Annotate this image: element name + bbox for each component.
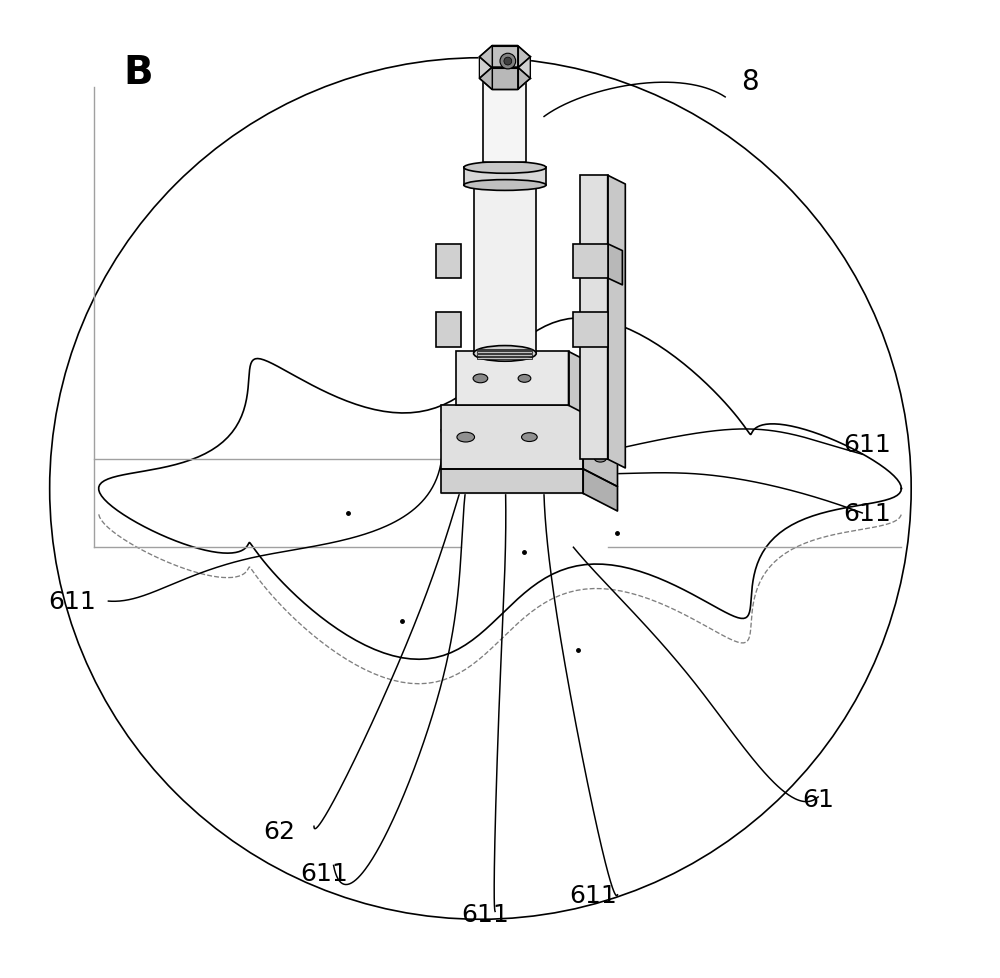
Circle shape — [500, 54, 516, 69]
Ellipse shape — [474, 346, 536, 362]
Text: 61: 61 — [802, 787, 834, 811]
Bar — [477, 352, 532, 354]
Text: 611: 611 — [461, 903, 509, 926]
Text: 8: 8 — [741, 68, 758, 96]
Bar — [436, 244, 461, 279]
Bar — [477, 358, 532, 360]
Polygon shape — [518, 47, 530, 79]
Ellipse shape — [594, 456, 606, 463]
Bar — [573, 244, 608, 279]
Polygon shape — [479, 58, 492, 90]
Bar — [580, 176, 608, 460]
Circle shape — [504, 58, 512, 66]
Ellipse shape — [457, 433, 475, 442]
Polygon shape — [608, 244, 622, 286]
Text: 611: 611 — [300, 862, 348, 885]
Ellipse shape — [518, 376, 531, 383]
Bar — [483, 68, 526, 163]
Text: 611: 611 — [569, 883, 617, 907]
Polygon shape — [479, 47, 492, 79]
Polygon shape — [479, 68, 530, 90]
Bar — [573, 313, 608, 347]
Bar — [474, 176, 536, 354]
Polygon shape — [492, 47, 518, 68]
Bar — [477, 349, 532, 351]
Bar — [441, 406, 583, 469]
Ellipse shape — [464, 162, 546, 174]
Polygon shape — [492, 68, 518, 90]
Text: B: B — [123, 55, 153, 92]
Ellipse shape — [473, 375, 488, 383]
Bar — [477, 355, 532, 357]
Text: 62: 62 — [264, 820, 296, 843]
Text: 611: 611 — [843, 433, 891, 457]
Text: 611: 611 — [843, 502, 891, 525]
Bar — [436, 313, 461, 347]
Polygon shape — [569, 352, 603, 423]
Ellipse shape — [464, 181, 546, 192]
Polygon shape — [583, 406, 617, 487]
Ellipse shape — [522, 433, 537, 442]
Polygon shape — [441, 469, 583, 494]
Polygon shape — [518, 58, 530, 90]
Bar — [464, 168, 546, 186]
Polygon shape — [608, 176, 625, 468]
Text: 611: 611 — [48, 590, 96, 613]
Bar — [456, 352, 569, 406]
Polygon shape — [479, 47, 530, 68]
Polygon shape — [583, 469, 617, 511]
